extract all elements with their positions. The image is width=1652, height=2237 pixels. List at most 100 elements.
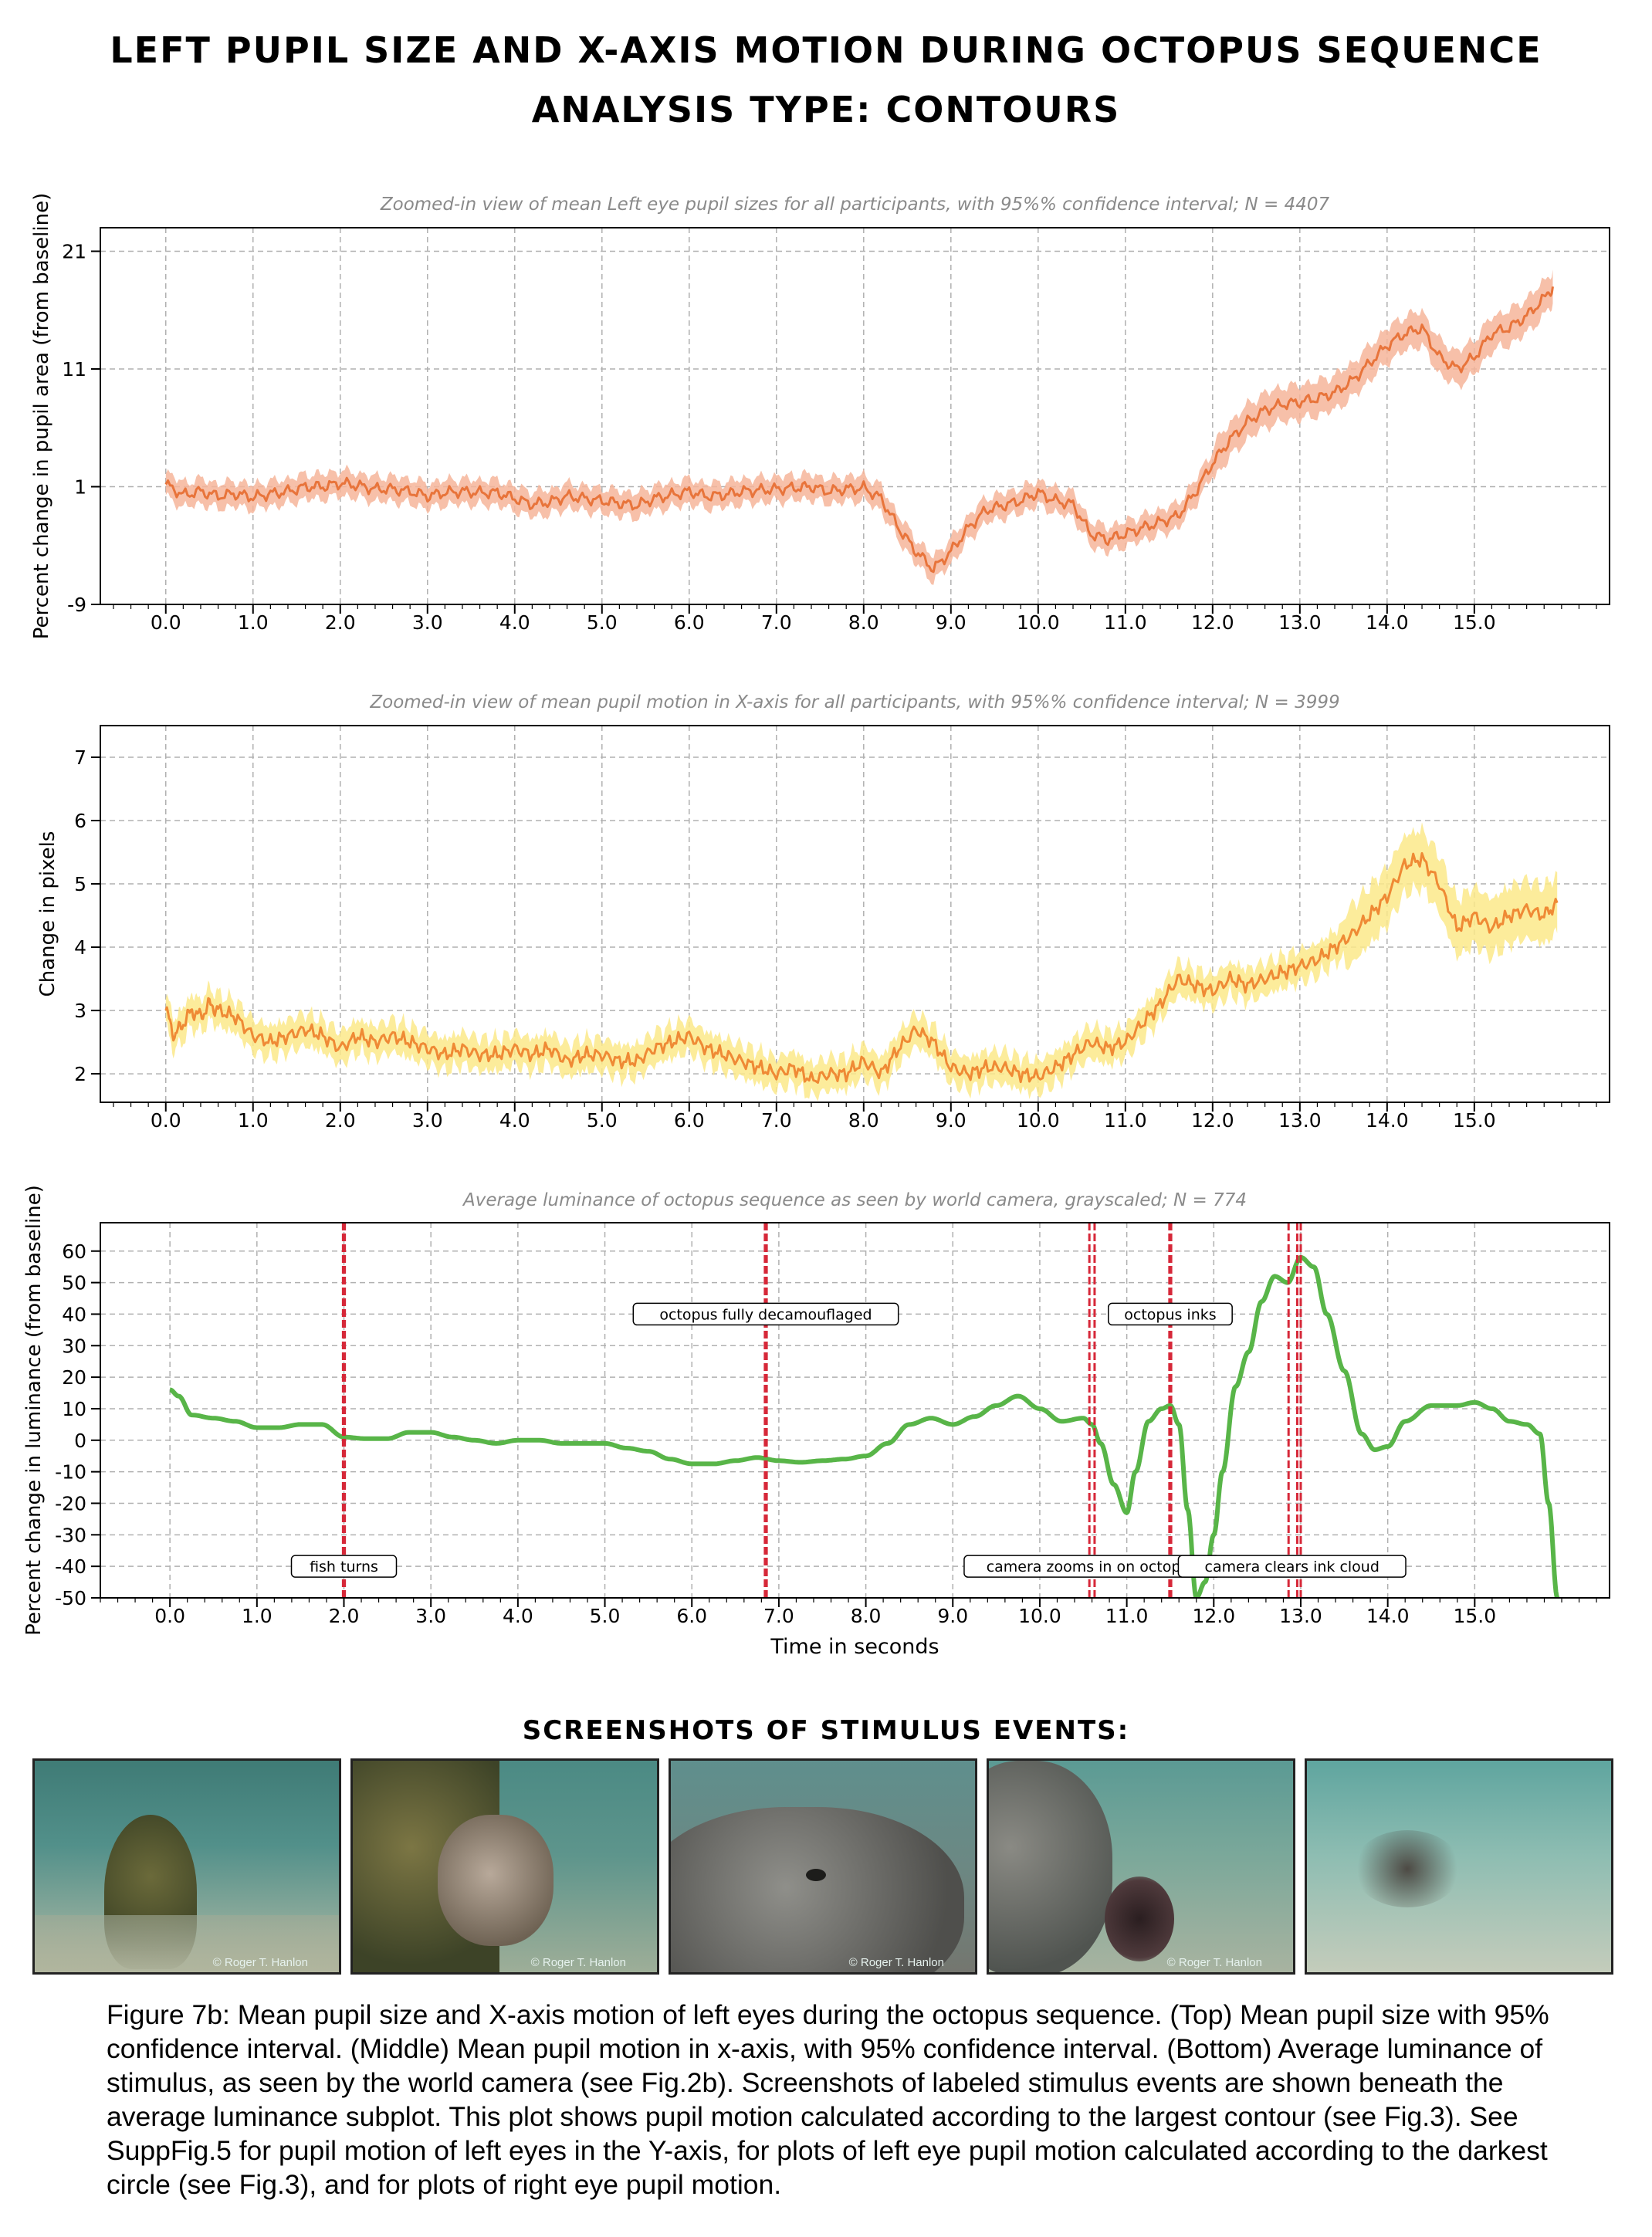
x-tick-label: 3.0: [415, 1605, 446, 1627]
figure-caption: Figure 7b: Mean pupil size and X-axis mo…: [107, 1999, 1549, 2200]
x-tick-label: 5.0: [590, 1605, 621, 1627]
y-tick-label: 11: [62, 358, 86, 381]
x-tick-label: 15.0: [1454, 1605, 1497, 1627]
y-tick-label: 30: [62, 1335, 86, 1357]
confidence-band: [165, 269, 1553, 585]
series-line: [164, 851, 1559, 1084]
x-tick-label: 8.0: [848, 611, 879, 634]
screenshot-camera-zooms: © Roger T. Hanlon: [669, 1758, 977, 1975]
octopus-eye-shape: [806, 1869, 826, 1881]
screenshot-credit: © Roger T. Hanlon: [212, 1956, 308, 1969]
y-tick-label: -9: [67, 594, 86, 616]
event-label: camera zooms in on octopus: [987, 1558, 1198, 1575]
x-tick-label: 9.0: [936, 611, 966, 634]
y-tick-label: 20: [62, 1366, 86, 1389]
y-axis-label: Percent change in pupil area (from basel…: [30, 193, 53, 639]
screenshots-heading: SCREENSHOTS OF STIMULUS EVENTS:: [522, 1715, 1130, 1746]
x-tick-label: 9.0: [937, 1605, 968, 1627]
x-tick-label: 3.0: [412, 611, 443, 634]
x-tick-label: 0.0: [154, 1605, 185, 1627]
x-tick-label: 4.0: [499, 611, 530, 634]
x-tick-label: 13.0: [1279, 1605, 1322, 1627]
x-tick-label: 10.0: [1018, 1605, 1061, 1627]
event-label: fish turns: [310, 1558, 378, 1575]
series-line: [168, 1254, 1560, 1598]
x-tick-label: 15.0: [1453, 611, 1496, 634]
x-tick-label: 4.0: [503, 1605, 533, 1627]
screenshot-credit: © Roger T. Hanlon: [1166, 1956, 1262, 1969]
x-tick-label: 2.0: [325, 611, 356, 634]
y-tick-label: 10: [62, 1398, 86, 1420]
event-label-box: [290, 1555, 398, 1578]
x-tick-label: 10.0: [1017, 1109, 1060, 1132]
screenshot-ink-cloud-cleared: [1305, 1758, 1613, 1975]
x-tick-label: 15.0: [1453, 1109, 1496, 1132]
y-tick-label: 5: [74, 873, 86, 895]
x-tick-label: 9.0: [936, 1109, 966, 1132]
y-tick-label: 1: [74, 476, 86, 499]
y-tick-label: 21: [62, 241, 86, 263]
y-tick-label: -20: [55, 1492, 86, 1514]
x-tick-label: 12.0: [1192, 1605, 1235, 1627]
x-tick-label: 13.0: [1278, 611, 1322, 634]
x-tick-label: 12.0: [1191, 1109, 1234, 1132]
event-label: octopus fully decamouflaged: [659, 1306, 872, 1323]
x-tick-label: 8.0: [848, 1109, 879, 1132]
x-tick-label: 14.0: [1366, 1109, 1409, 1132]
x-tick-label: 14.0: [1366, 611, 1409, 634]
y-tick-label: 60: [62, 1240, 86, 1263]
x-tick-label: 5.0: [587, 611, 618, 634]
x-tick-label: 6.0: [674, 611, 705, 634]
plot-area: [164, 269, 1554, 585]
figure-subtitle: ANALYSIS TYPE: CONTOURS: [531, 89, 1121, 130]
x-tick-label: 13.0: [1278, 1109, 1322, 1132]
chart-title: Zoomed-in view of mean pupil motion in X…: [369, 692, 1339, 712]
y-tick-label: 0: [74, 1430, 86, 1452]
x-tick-label: 4.0: [499, 1109, 530, 1132]
x-tick-label: 7.0: [761, 611, 792, 634]
x-tick-label: 1.0: [242, 1605, 273, 1627]
chart-panel-1: Zoomed-in view of mean Left eye pupil si…: [30, 193, 1610, 639]
event-label-box: [1108, 1302, 1233, 1326]
event-label: camera clears ink cloud: [1205, 1558, 1379, 1575]
x-tick-label: 6.0: [674, 1109, 705, 1132]
x-axis-label: Time in seconds: [770, 1635, 939, 1659]
series-line: [164, 286, 1554, 574]
x-tick-label: 11.0: [1105, 1605, 1149, 1627]
y-tick-label: -40: [55, 1555, 86, 1578]
figure-title: LEFT PUPIL SIZE AND X-AXIS MOTION DURING…: [110, 29, 1542, 71]
x-tick-label: 11.0: [1104, 611, 1147, 634]
ink-cloud-shape: [1105, 1877, 1174, 1961]
screenshot-credit: © Roger T. Hanlon: [848, 1956, 944, 1969]
screenshot-octopus-decamouflaged: © Roger T. Hanlon: [350, 1758, 659, 1975]
octopus-closeup-shape: [671, 1807, 964, 1972]
x-tick-label: 7.0: [761, 1109, 792, 1132]
y-tick-label: 4: [74, 936, 86, 959]
x-tick-label: 11.0: [1104, 1109, 1147, 1132]
chart-title: Zoomed-in view of mean Left eye pupil si…: [380, 195, 1330, 215]
chart-panel-3: Average luminance of octopus sequence as…: [22, 1185, 1610, 1659]
y-tick-label: 40: [62, 1303, 86, 1325]
y-tick-label: 50: [62, 1272, 86, 1294]
x-tick-label: 14.0: [1366, 1605, 1410, 1627]
x-tick-label: 1.0: [238, 611, 269, 634]
event-label-box: [1177, 1555, 1407, 1578]
y-axis-label: Percent change in luminance (from baseli…: [22, 1185, 46, 1636]
chart-title: Average luminance of octopus sequence as…: [462, 1190, 1247, 1210]
y-tick-label: -30: [55, 1524, 86, 1546]
x-tick-label: 2.0: [325, 1109, 356, 1132]
chart-panel-2: Zoomed-in view of mean pupil motion in X…: [36, 692, 1610, 1132]
plot-area: [164, 822, 1559, 1102]
charts-canvas: Zoomed-in view of mean Left eye pupil si…: [22, 193, 1610, 1659]
octopus-side-shape: [989, 1761, 1112, 1972]
y-tick-label: 3: [74, 1000, 86, 1022]
y-tick-label: 7: [74, 746, 86, 769]
screenshot-octopus-inks: © Roger T. Hanlon: [987, 1758, 1295, 1975]
plot-area: [168, 1223, 1560, 1598]
octopus-shape: [438, 1815, 553, 1946]
x-tick-label: 0.0: [151, 611, 181, 634]
event-label-box: [632, 1302, 899, 1326]
x-tick-label: 1.0: [238, 1109, 269, 1132]
y-axis-label: Change in pixels: [36, 831, 59, 997]
y-tick-label: -10: [55, 1461, 86, 1484]
